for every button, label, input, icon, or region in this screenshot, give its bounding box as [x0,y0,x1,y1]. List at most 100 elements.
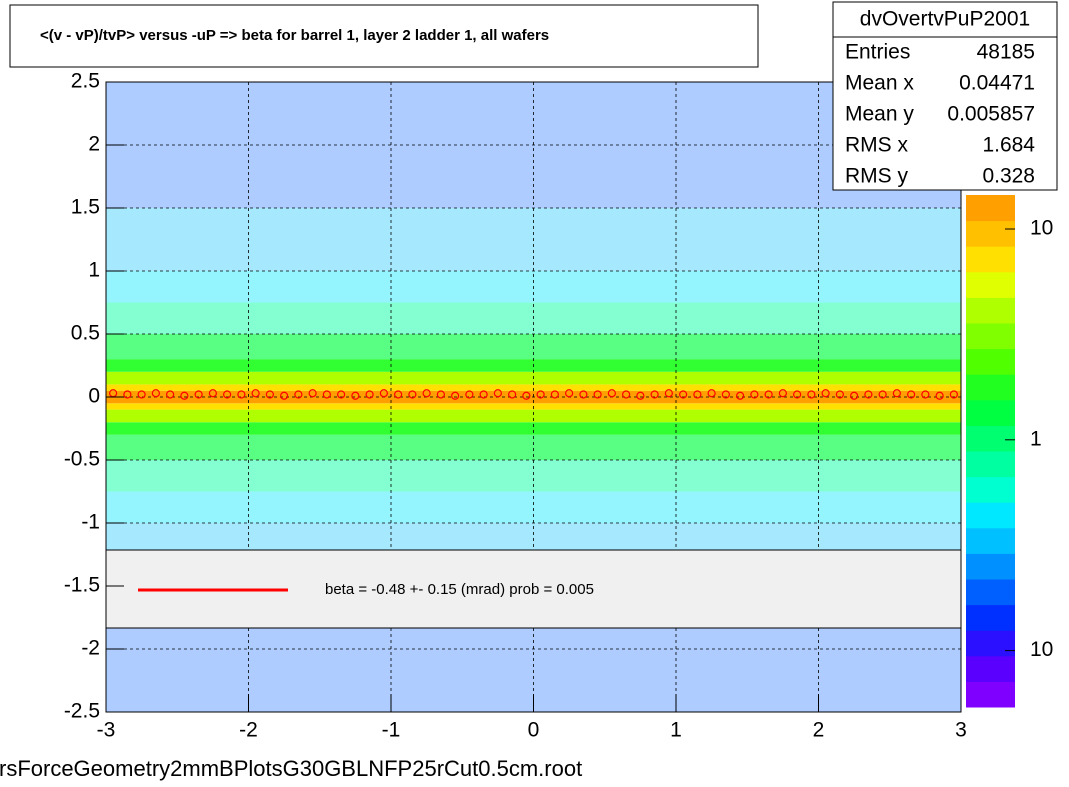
chart-title: <(v - vP)/tvP> versus -uP => beta for ba… [40,27,549,44]
stats-value: 1.684 [982,134,1035,157]
color-bar-cell [966,297,1015,324]
profile-point [294,390,303,399]
profile-point [850,391,859,400]
color-bar-cell [966,425,1015,452]
stats-box [832,1,1058,191]
profile-point [593,390,602,399]
color-bar [966,195,1015,708]
y-tick-label: -2 [81,637,100,660]
profile-point [650,390,659,399]
x-tick-label: -2 [239,719,258,742]
heatmap-row [106,390,961,397]
profile-point [479,390,488,399]
stats-name: dvOvertvPuP2001 [860,8,1030,31]
color-bar-cell [966,502,1015,529]
color-bar-cell [966,604,1015,631]
color-bar-cell [966,655,1015,682]
profile-point [166,390,175,399]
profile-point [707,389,716,398]
stats-label: Mean x [845,72,914,95]
color-bar-cell [966,451,1015,478]
x-tick-label: 2 [813,719,825,742]
profile-point [622,390,631,399]
color-bar-cell [966,527,1015,554]
x-tick-label: -1 [382,719,401,742]
y-tick-label: 1 [88,259,100,282]
title-box [9,4,759,68]
profile-point [351,391,360,400]
x-tick-label: -3 [97,719,116,742]
profile-point [793,390,802,399]
profile-point [778,389,787,398]
y-tick-label: 2 [88,133,100,156]
profile-point [180,391,189,400]
color-bar-cell [966,476,1015,503]
x-tick-label: 1 [670,719,682,742]
profile-point [151,389,160,398]
color-bar-cell [966,271,1015,298]
profile-point [251,389,260,398]
profile-point [265,390,274,399]
profile-point [921,390,930,399]
y-tick-label: 2.5 [71,70,100,93]
y-tick-label: -2.5 [64,700,100,723]
profile-point [907,390,916,399]
profile-point [422,389,431,398]
stats-label: Mean y [845,103,914,126]
color-bar-cell [966,220,1015,247]
color-bar-cell [966,374,1015,401]
legend-text: beta = -0.48 +- 0.15 (mrad) prob = 0.005 [325,581,594,598]
color-bar-cell [966,553,1015,580]
profile-point [322,390,331,399]
profile-point [379,389,388,398]
profile-point [493,389,502,398]
heatmap-row [106,422,961,435]
x-tick-label: 3 [955,719,967,742]
z-tick-label: 10 [1030,217,1053,240]
x-tick-label: 0 [528,719,540,742]
stats-value: 0.328 [982,165,1035,188]
profile-point [123,390,132,399]
profile-point [550,390,559,399]
profile-point [607,389,616,398]
color-bar-cell [966,630,1015,657]
stats-value: 48185 [977,41,1035,64]
profile-point [436,390,445,399]
profile-point [821,389,830,398]
footer: srsForceGeometry2mmBPlotsG30GBLNFP25rCut… [0,756,582,781]
profile-point [764,390,773,399]
profile-point [949,390,958,399]
color-bar-cell [966,323,1015,350]
y-tick-label: 0.5 [71,322,100,345]
profile-point [137,390,146,399]
profile-point [522,391,531,400]
profile-point [721,390,730,399]
heatmap-row [106,409,961,423]
profile-point [679,390,688,399]
stats-label: RMS x [845,134,909,157]
profile-point [935,391,944,400]
z-tick-label: 10 [1030,638,1053,661]
stats-value: 0.04471 [959,72,1035,95]
stats-value: 0.005857 [947,103,1035,126]
profile-point [508,390,517,399]
profile-point [365,390,374,399]
plot-area [105,81,962,713]
color-bar-cell [966,681,1015,708]
color-bar-cell [966,246,1015,273]
y-tick-label: -0.5 [64,448,100,471]
heatmap-row [106,384,961,391]
profile-point [636,391,645,400]
profile-point [451,391,460,400]
y-tick-label: -1 [81,511,100,534]
profile-point [536,390,545,399]
y-tick-label: 1.5 [71,196,100,219]
y-tick-label: 0 [88,385,100,408]
profile-point [223,390,232,399]
stats-label: RMS y [845,165,909,188]
stats-label: Entries [845,41,910,64]
profile-point [736,391,745,400]
profile-point [693,390,702,399]
profile-point [337,390,346,399]
